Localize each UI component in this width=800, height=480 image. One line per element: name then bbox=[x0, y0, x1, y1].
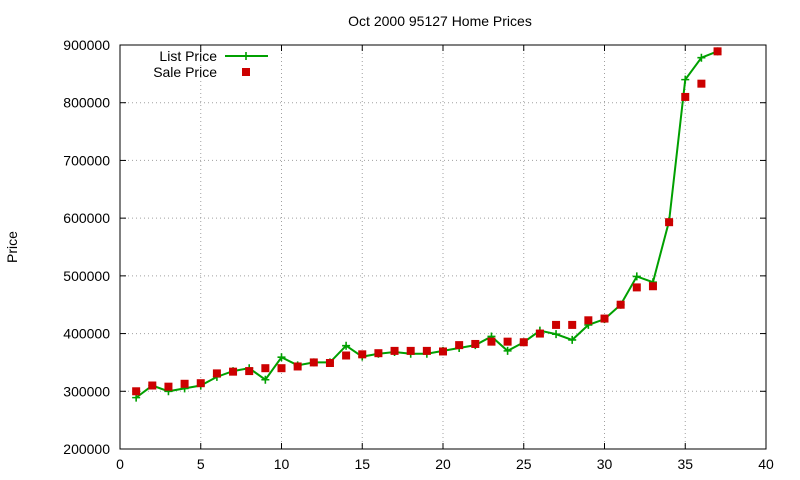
sale-price-point bbox=[665, 218, 674, 227]
x-tick-label: 0 bbox=[116, 456, 124, 472]
list-price-point bbox=[503, 346, 512, 355]
sale-price-point bbox=[503, 337, 512, 346]
x-tick-label: 40 bbox=[758, 456, 774, 472]
y-tick-label: 900000 bbox=[63, 37, 110, 53]
y-tick-label: 400000 bbox=[63, 326, 110, 342]
sale-price-point bbox=[132, 387, 141, 396]
sale-price-point bbox=[584, 316, 593, 325]
sale-price-point bbox=[406, 346, 415, 355]
sale-price-point bbox=[600, 314, 609, 323]
sale-price-point bbox=[229, 367, 238, 376]
list-price-point bbox=[568, 335, 577, 344]
y-tick-label: 800000 bbox=[63, 95, 110, 111]
y-tick-label: 300000 bbox=[63, 383, 110, 399]
x-tick-label: 30 bbox=[597, 456, 613, 472]
sale-price-point bbox=[519, 338, 528, 347]
sale-price-point bbox=[212, 369, 221, 378]
sale-price-point bbox=[342, 351, 351, 360]
sale-price-point bbox=[713, 47, 722, 56]
sale-price-point bbox=[180, 379, 189, 388]
legend-list-price-marker bbox=[242, 52, 250, 60]
sale-price-point bbox=[293, 362, 302, 371]
sale-price-point bbox=[358, 350, 367, 359]
chart-title: Oct 2000 95127 Home Prices bbox=[348, 13, 532, 29]
sale-price-point bbox=[616, 300, 625, 309]
sale-price-point bbox=[390, 346, 399, 355]
x-tick-label: 35 bbox=[677, 456, 693, 472]
sale-price-point bbox=[455, 341, 464, 350]
list-price-point bbox=[697, 53, 706, 62]
y-tick-label: 500000 bbox=[63, 268, 110, 284]
sale-price-point bbox=[439, 347, 447, 356]
y-tick-label: 700000 bbox=[63, 152, 110, 168]
grid-lines bbox=[120, 45, 766, 449]
sale-price-point bbox=[471, 339, 480, 348]
sale-price-point bbox=[697, 79, 706, 88]
axis-ticks bbox=[119, 44, 767, 450]
list-price-point bbox=[342, 341, 351, 350]
sale-price-point bbox=[309, 358, 318, 367]
list-price-point bbox=[277, 353, 286, 362]
y-tick-labels: 200000 300000 400000 500000 600000 700000 8000… bbox=[63, 37, 110, 457]
x-tick-label: 5 bbox=[197, 456, 205, 472]
series-sale-price bbox=[132, 47, 722, 396]
list-price-point bbox=[261, 375, 270, 384]
sale-price-point bbox=[487, 337, 496, 346]
legend-list-price-label: List Price bbox=[159, 48, 217, 64]
list-price-line bbox=[135, 50, 718, 399]
sale-price-point bbox=[277, 364, 286, 373]
legend-sale-price-marker bbox=[242, 68, 250, 76]
x-tick-label: 10 bbox=[274, 456, 290, 472]
x-tick-labels: 0 5 10 15 20 25 30 35 40 bbox=[116, 456, 774, 472]
y-axis-label: Price bbox=[4, 231, 20, 263]
list-price-point bbox=[552, 330, 561, 339]
x-tick-label: 25 bbox=[516, 456, 532, 472]
sale-price-point bbox=[245, 367, 254, 376]
legend-sale-price-label: Sale Price bbox=[153, 64, 217, 80]
sale-price-point bbox=[374, 349, 383, 358]
sale-price-point bbox=[535, 329, 544, 338]
x-tick-label: 15 bbox=[354, 456, 370, 472]
y-tick-label: 200000 bbox=[63, 441, 110, 457]
sale-price-point bbox=[552, 320, 561, 329]
x-tick-label: 20 bbox=[435, 456, 451, 472]
sale-price-point bbox=[148, 381, 157, 390]
list-price-point bbox=[681, 75, 690, 84]
sale-price-point bbox=[632, 283, 641, 292]
sale-price-point bbox=[681, 92, 690, 101]
sale-price-point bbox=[196, 379, 205, 388]
y-tick-label: 600000 bbox=[63, 210, 110, 226]
sale-price-point bbox=[261, 364, 270, 373]
sale-price-point bbox=[325, 359, 334, 368]
sale-price-point bbox=[568, 320, 577, 329]
list-price-point bbox=[632, 272, 641, 281]
series-layer bbox=[132, 47, 722, 402]
sale-price-point bbox=[648, 282, 657, 291]
sale-price-point bbox=[422, 346, 431, 355]
sale-price-point bbox=[164, 382, 173, 391]
